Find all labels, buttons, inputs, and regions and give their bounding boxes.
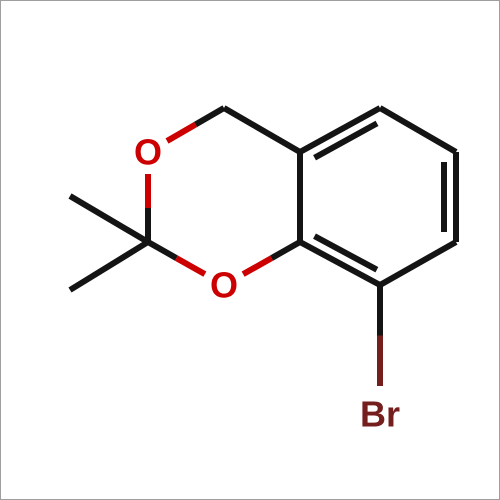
bond — [70, 196, 148, 242]
bond — [380, 242, 456, 285]
atom-label-o: O — [210, 265, 238, 306]
atom-label-br: Br — [360, 394, 400, 435]
bond — [176, 258, 204, 274]
bond — [224, 108, 300, 152]
molecule-diagram: O O Br — [0, 0, 500, 500]
bond — [167, 124, 195, 140]
atom-label-o: O — [134, 132, 162, 173]
bond — [70, 242, 148, 290]
bond — [243, 258, 271, 274]
bond — [148, 242, 176, 258]
bond — [196, 108, 224, 124]
bond — [380, 108, 456, 152]
bond — [272, 242, 300, 258]
